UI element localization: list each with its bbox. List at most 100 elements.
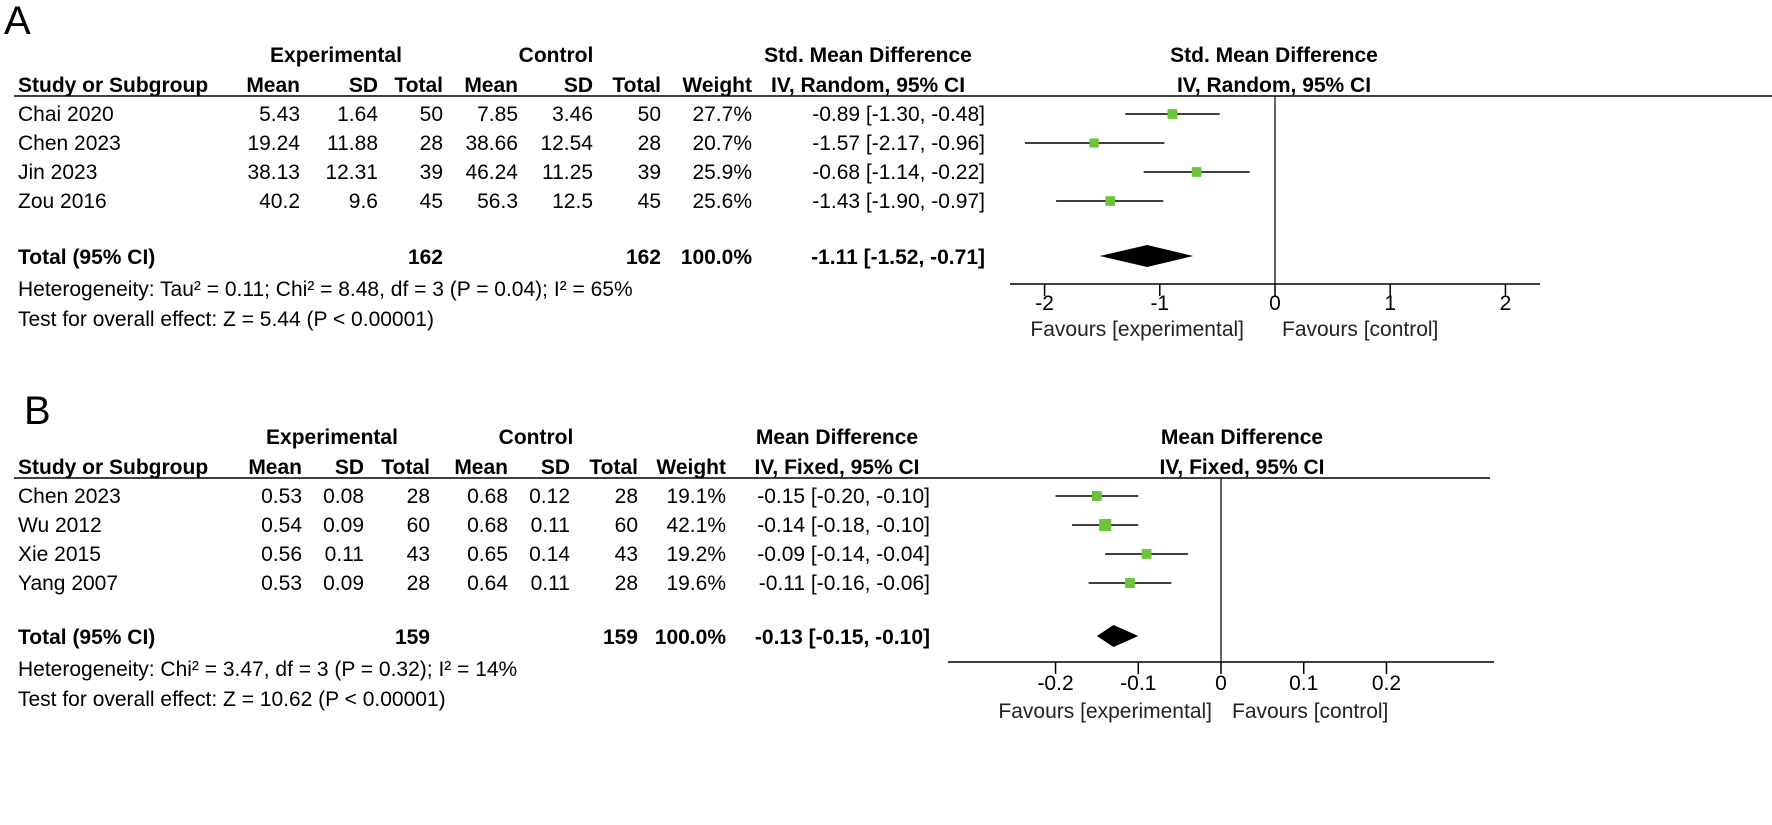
weight: 20.7% — [692, 132, 752, 155]
effect-marker — [1141, 549, 1152, 559]
weight: 27.7% — [692, 103, 752, 126]
ctl-mean-header: Mean — [454, 456, 508, 479]
forest-plot-b-main-svg: B Experimental Control Mean Difference M… — [14, 389, 1494, 723]
forest-plot-a-svg: A Experimental Control Std. Mean Differe… — [4, 0, 1772, 341]
favours-left-label: Favours [experimental] — [1030, 318, 1244, 341]
total-effect-ci: -0.13 [-0.15, -0.10] — [755, 626, 930, 649]
plot-effect-title: Std. Mean Difference — [1170, 44, 1378, 67]
exp-total: 28 — [407, 485, 430, 508]
total-label: Total (95% CI) — [18, 626, 155, 649]
ctl-mean: 46.24 — [465, 161, 518, 184]
effect-marker — [1125, 578, 1135, 588]
exp-sd: 11.88 — [327, 132, 378, 155]
exp-mean: 38.13 — [247, 161, 300, 184]
effect-marker — [1167, 109, 1178, 119]
study-name: Chen 2023 — [18, 485, 121, 508]
effect-marker — [1191, 167, 1202, 177]
effect-ci: -1.43 [-1.90, -0.97] — [812, 190, 985, 213]
pooled-diamond — [1099, 245, 1194, 267]
x-tick-label: 0.2 — [1372, 672, 1401, 695]
heterogeneity-text: Heterogeneity: Chi² = 3.47, df = 3 (P = … — [18, 658, 517, 681]
favours-right-label: Favours [control] — [1232, 700, 1388, 723]
experimental-header: Experimental — [270, 44, 402, 67]
control-header: Control — [519, 44, 594, 67]
exp-sd-header: SD — [349, 74, 378, 97]
effect-ci: -0.68 [-1.14, -0.22] — [812, 161, 985, 184]
plot-effect-method: IV, Random, 95% CI — [1177, 74, 1371, 97]
ctl-total: 39 — [638, 161, 661, 184]
effect-marker — [1099, 518, 1112, 532]
study-name: Chai 2020 — [18, 103, 114, 126]
overall-effect-text: Test for overall effect: Z = 10.62 (P < … — [18, 688, 446, 711]
weight-header: Weight — [656, 456, 726, 479]
forest-plot-a: A Experimental Control Std. Mean Differe… — [0, 0, 1772, 410]
study-rows: Chen 2023 0.53 0.08 28 0.68 0.12 28 19.1% -0.15 … — [18, 485, 930, 595]
study-name: Chen 2023 — [18, 132, 121, 155]
x-tick-label: -0.2 — [1037, 672, 1073, 695]
exp-mean: 0.54 — [261, 514, 302, 537]
effect-ci: -0.09 [-0.14, -0.04] — [757, 543, 930, 566]
exp-total: 39 — [420, 161, 443, 184]
x-tick-label: 1 — [1384, 292, 1396, 315]
effect-ci: -0.89 [-1.30, -0.48] — [812, 103, 985, 126]
exp-sd: 0.11 — [325, 543, 364, 566]
weight: 19.2% — [666, 543, 726, 566]
weight: 19.6% — [666, 572, 726, 595]
x-tick-label: -2 — [1035, 292, 1054, 315]
ctl-sd: 0.12 — [529, 485, 570, 508]
ctl-total: 45 — [638, 190, 661, 213]
ctl-mean: 0.65 — [467, 543, 508, 566]
exp-sd-header: SD — [335, 456, 364, 479]
study-name: Jin 2023 — [18, 161, 97, 184]
total-exp-total: 159 — [395, 626, 430, 649]
exp-mean: 0.53 — [261, 572, 302, 595]
ctl-sd: 11.25 — [542, 161, 593, 184]
study-name: Xie 2015 — [18, 543, 101, 566]
x-tick-label: 0 — [1215, 672, 1227, 695]
total-row: Total (95% CI) 162 162 100.0% -1.11 [-1.52, … — [18, 246, 985, 269]
favours-right-label: Favours [control] — [1282, 318, 1438, 341]
study-name: Zou 2016 — [18, 190, 107, 213]
exp-sd: 1.64 — [337, 103, 378, 126]
exp-total-header: Total — [394, 74, 443, 97]
experimental-header: Experimental — [266, 426, 398, 449]
exp-total: 60 — [407, 514, 430, 537]
total-weight: 100.0% — [681, 246, 753, 269]
ctl-sd: 3.46 — [552, 103, 593, 126]
exp-total: 45 — [420, 190, 443, 213]
panel-label: A — [4, 0, 31, 43]
exp-sd: 12.31 — [325, 161, 378, 184]
exp-total: 50 — [420, 103, 443, 126]
ctl-sd: 0.11 — [531, 514, 570, 537]
ctl-mean: 0.68 — [467, 485, 508, 508]
effect-marker — [1092, 491, 1102, 501]
ctl-total: 60 — [615, 514, 638, 537]
total-label: Total (95% CI) — [18, 246, 155, 269]
favours-left-label: Favours [experimental] — [998, 700, 1212, 723]
exp-mean: 0.56 — [261, 543, 302, 566]
control-header: Control — [499, 426, 574, 449]
ctl-sd: 0.14 — [529, 543, 570, 566]
ctl-mean: 38.66 — [465, 132, 518, 155]
x-tick-label: 2 — [1500, 292, 1512, 315]
ctl-sd-header: SD — [564, 74, 593, 97]
weight-header: Weight — [682, 74, 752, 97]
plot-effect-method: IV, Fixed, 95% CI — [1160, 456, 1325, 479]
exp-total: 28 — [420, 132, 443, 155]
ctl-mean: 7.85 — [477, 103, 518, 126]
exp-mean: 5.43 — [259, 103, 300, 126]
heterogeneity-text: Heterogeneity: Tau² = 0.11; Chi² = 8.48,… — [18, 278, 633, 301]
ctl-sd: 12.5 — [552, 190, 593, 213]
exp-sd: 0.09 — [323, 514, 364, 537]
overall-effect-text: Test for overall effect: Z = 5.44 (P < 0… — [18, 308, 434, 331]
effect-method: IV, Random, 95% CI — [771, 74, 965, 97]
ctl-mean: 0.68 — [467, 514, 508, 537]
x-tick-label: -1 — [1150, 292, 1169, 315]
ctl-total-header: Total — [589, 456, 638, 479]
exp-mean-header: Mean — [246, 74, 300, 97]
effect-ci: -0.14 [-0.18, -0.10] — [757, 514, 930, 537]
study-rows: Chai 2020 5.43 1.64 50 7.85 3.46 50 27.7% -0.89 … — [18, 103, 985, 213]
forest-plot-area: -2 -1 0 1 2 — [1010, 96, 1540, 315]
weight: 25.6% — [692, 190, 752, 213]
study-name: Yang 2007 — [18, 572, 118, 595]
